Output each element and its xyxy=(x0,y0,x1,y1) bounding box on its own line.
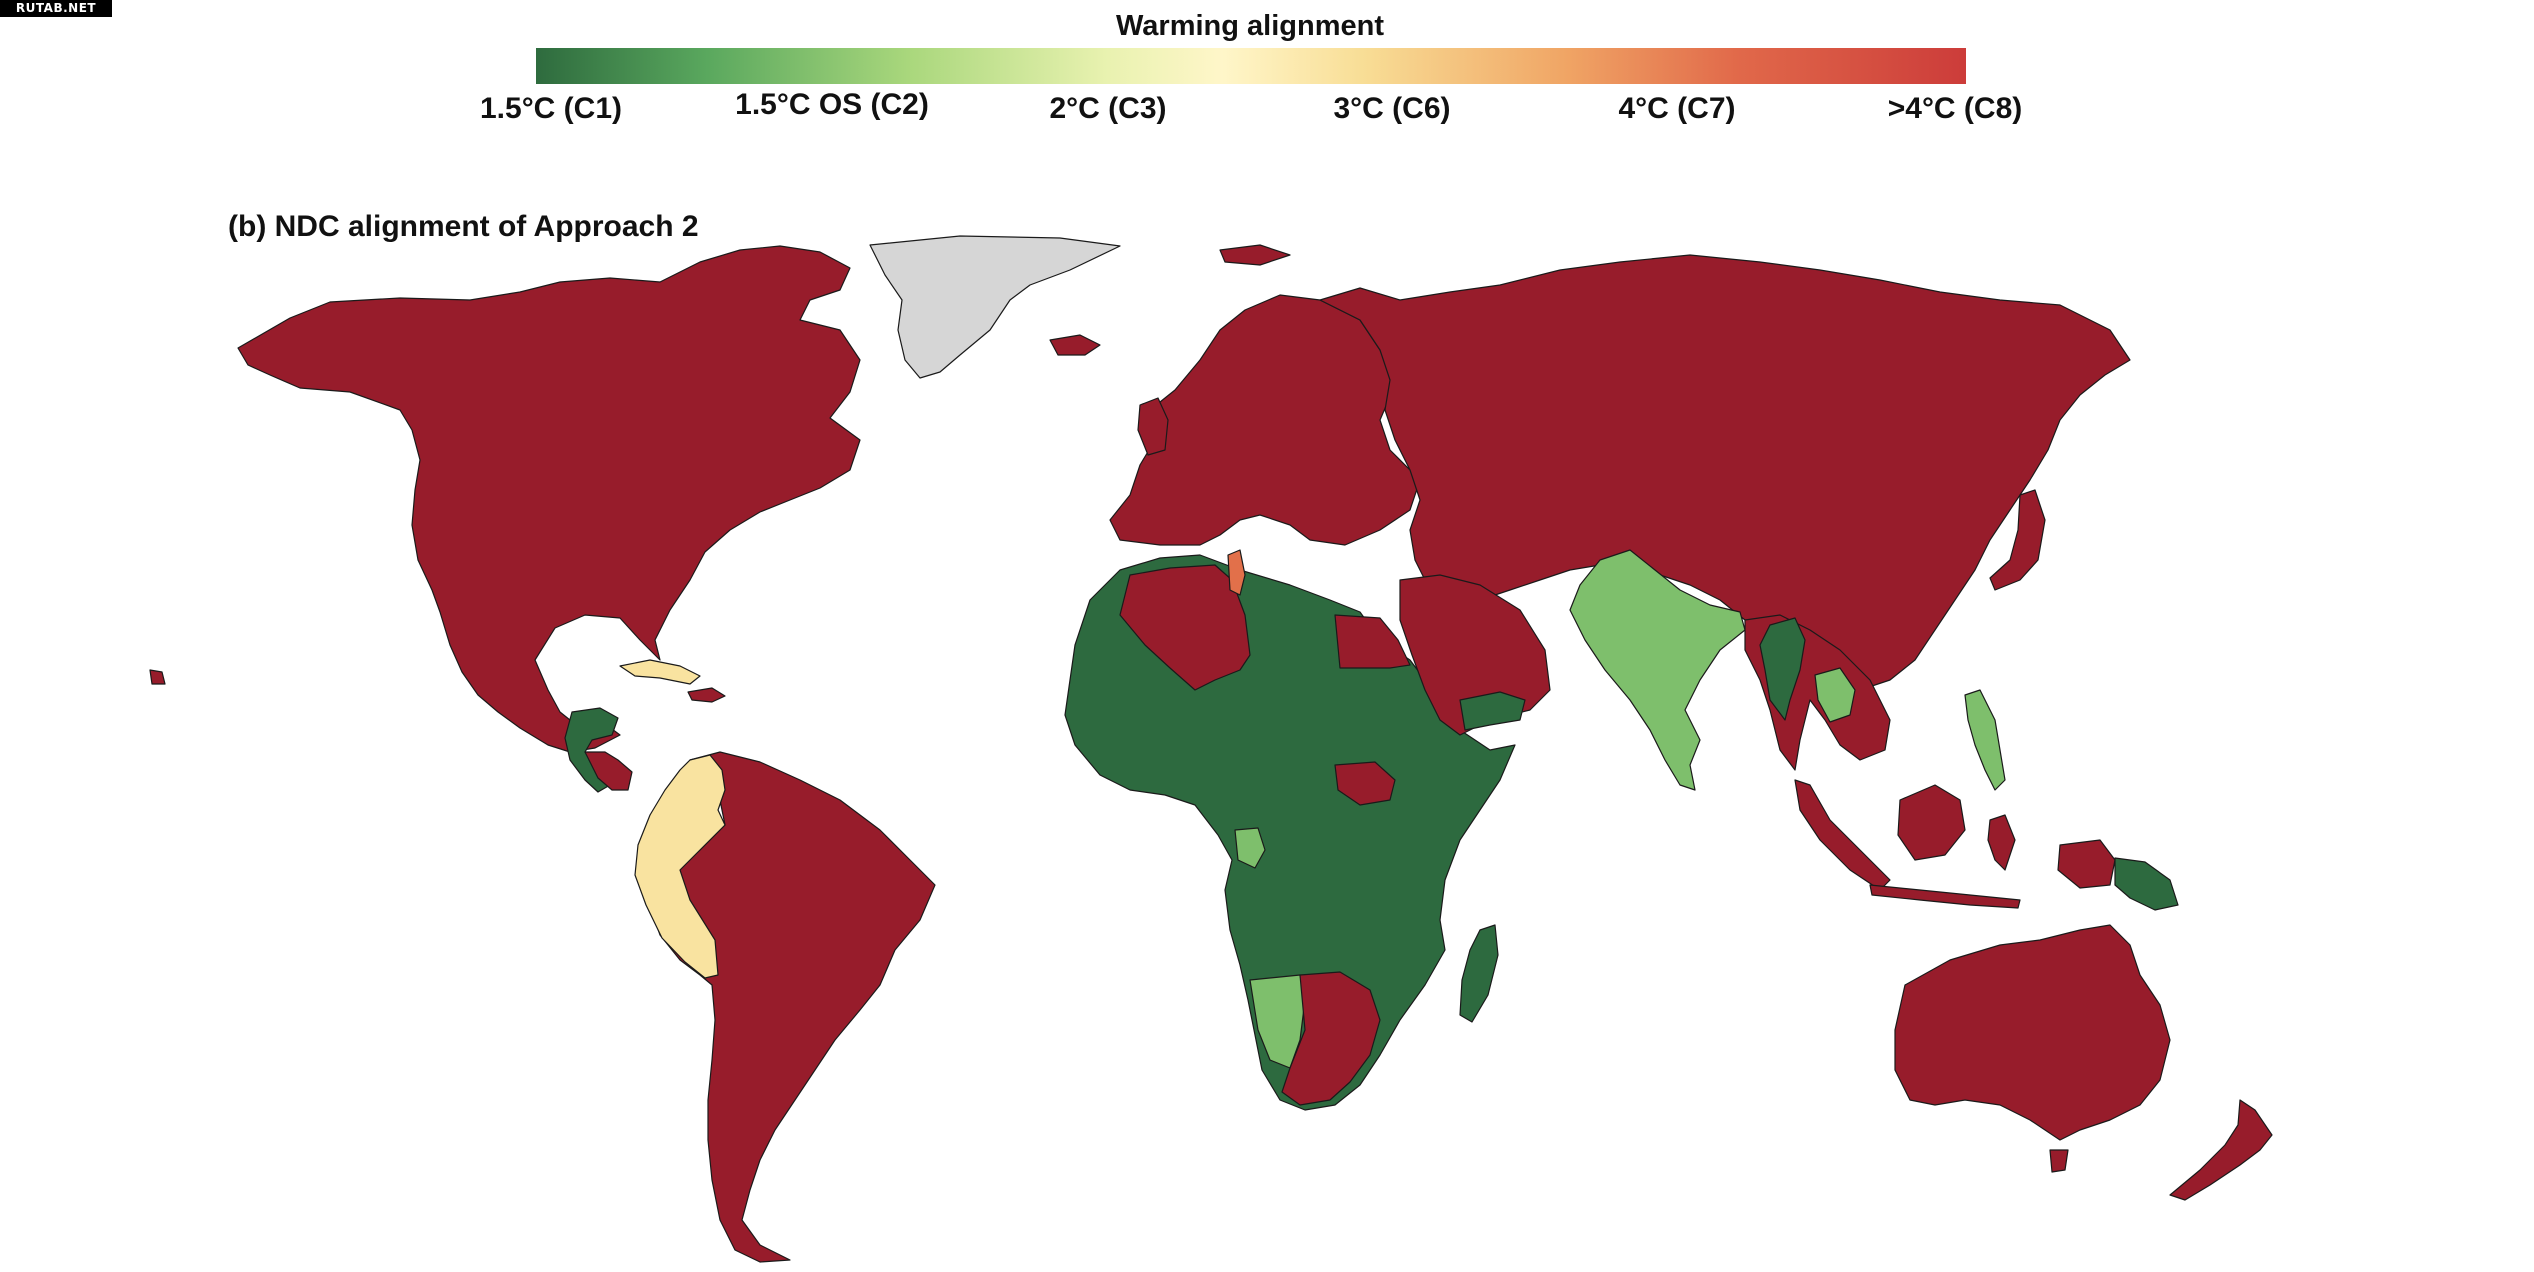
legend-colorbar xyxy=(536,48,1966,84)
region-uk xyxy=(1137,397,1169,456)
region-europe xyxy=(1109,294,1421,546)
region-svalbard xyxy=(1219,244,1291,266)
region-egypt xyxy=(1334,614,1411,669)
region-cuba xyxy=(619,659,701,685)
region-india xyxy=(1569,549,1746,791)
region-mexico-south xyxy=(584,751,633,791)
region-iceland xyxy=(1049,334,1101,356)
watermark: RUTAB.NET xyxy=(0,0,112,17)
region-malaysia xyxy=(1794,779,1891,891)
region-tasmania xyxy=(2049,1149,2069,1173)
region-japan xyxy=(1989,489,2046,591)
legend-label-c8: >4°C (C8) xyxy=(1887,92,2023,125)
region-new-zealand xyxy=(2169,1099,2273,1201)
legend-label-c6: 3°C (C6) xyxy=(1333,92,1451,125)
region-indonesia-borneo xyxy=(1897,784,1966,861)
region-papua-new-guinea xyxy=(2114,857,2179,911)
region-madagascar xyxy=(1459,924,1499,1023)
region-gabon xyxy=(1234,827,1266,869)
region-south-sudan xyxy=(1334,761,1396,806)
legend-label-c2: 1.5°C OS (C2) xyxy=(735,88,929,121)
region-russia-china-asia xyxy=(1319,254,2131,691)
region-yemen xyxy=(1459,691,1526,731)
region-south-africa xyxy=(1281,971,1381,1106)
region-indonesia-java xyxy=(1869,884,2021,909)
region-indonesia-sulawesi xyxy=(1987,814,2016,871)
legend-title: Warming alignment xyxy=(1116,10,1384,42)
region-algeria xyxy=(1119,564,1251,691)
region-north-america xyxy=(237,245,861,753)
legend-label-c1: 1.5°C (C1) xyxy=(479,92,623,125)
region-indonesia-papua xyxy=(2057,839,2116,889)
region-hispaniola xyxy=(687,687,726,703)
panel-title: (b) NDC alignment of Approach 2 xyxy=(228,210,699,243)
legend-label-c3: 2°C (C3) xyxy=(1049,92,1167,125)
legend-label-c7: 4°C (C7) xyxy=(1618,92,1736,125)
region-philippines xyxy=(1964,689,2006,791)
region-hawaii xyxy=(149,669,166,685)
region-australia xyxy=(1894,924,2171,1141)
region-greenland xyxy=(869,235,1121,379)
region-myanmar xyxy=(1759,617,1806,721)
region-tunisia xyxy=(1227,549,1246,596)
region-laos xyxy=(1814,667,1856,723)
region-colombia-ecuador-peru xyxy=(634,754,726,979)
